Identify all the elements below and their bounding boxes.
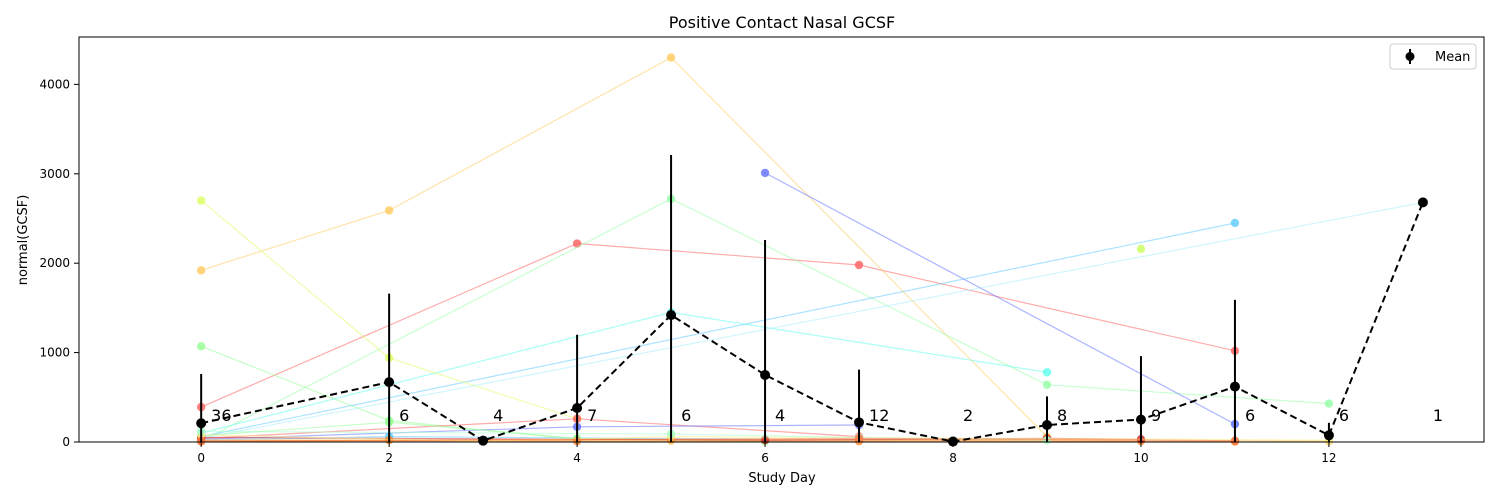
x-tick-label-0: 0 bbox=[197, 451, 205, 465]
count-label-6: 12 bbox=[869, 406, 889, 425]
subject-point-9-0 bbox=[1136, 244, 1146, 254]
subject-point-4-0 bbox=[760, 168, 770, 178]
mean-point-10 bbox=[1229, 381, 1240, 392]
subject-line-6 bbox=[201, 311, 1048, 434]
mean-point-1 bbox=[384, 377, 395, 388]
mean-point-11 bbox=[1323, 430, 1334, 441]
y-tick-label-2000: 2000 bbox=[39, 256, 70, 270]
chart-title: Positive Contact Nasal GCSF bbox=[669, 13, 895, 32]
x-tick-label-10: 10 bbox=[1133, 451, 1148, 465]
x-tick-label-12: 12 bbox=[1321, 451, 1336, 465]
subject-line-0 bbox=[200, 242, 1236, 408]
mean-point-4 bbox=[666, 310, 677, 321]
count-label-4: 6 bbox=[681, 406, 691, 425]
count-label-11: 6 bbox=[1339, 406, 1349, 425]
y-tick-label-0: 0 bbox=[62, 435, 70, 449]
count-labels-group: 36 6 4 7 6 4 12 2 8 9 6 6 1 bbox=[211, 406, 1443, 425]
count-label-0: 36 bbox=[211, 406, 231, 425]
subject-line-4 bbox=[764, 172, 1236, 425]
subject-line-5 bbox=[201, 222, 1236, 438]
subject-point-7-0 bbox=[196, 196, 206, 205]
subject-line-8 bbox=[201, 201, 1424, 439]
subject-line-3 bbox=[200, 198, 1329, 442]
y-tick-label-4000: 4000 bbox=[39, 77, 70, 91]
subject-point-3-2 bbox=[1042, 380, 1052, 389]
count-label-3: 7 bbox=[587, 406, 597, 425]
subject-line-1 bbox=[201, 56, 1048, 438]
subject-point-0-2 bbox=[854, 260, 864, 270]
x-tick-label-2: 2 bbox=[385, 451, 393, 465]
subject-point-5-1 bbox=[1230, 218, 1240, 228]
mean-point-3 bbox=[572, 403, 583, 414]
count-label-5: 4 bbox=[775, 406, 785, 425]
mean-point-0 bbox=[196, 418, 207, 429]
mean-point-9 bbox=[1135, 414, 1146, 425]
subject-point-1-1 bbox=[384, 206, 394, 215]
legend-box bbox=[1389, 43, 1477, 70]
subject-point-6-2 bbox=[1042, 368, 1052, 377]
legend-label-mean: Mean bbox=[1435, 50, 1470, 65]
legend-point-marker bbox=[1405, 52, 1415, 61]
mean-series-group bbox=[196, 155, 1428, 447]
plot-frame bbox=[78, 36, 1485, 443]
subject-point-1-0 bbox=[196, 266, 206, 275]
count-label-8: 8 bbox=[1057, 406, 1067, 425]
y-tick-label-3000: 3000 bbox=[39, 167, 70, 181]
count-label-2: 4 bbox=[493, 406, 503, 425]
subject-series-group bbox=[196, 53, 1428, 446]
x-tick-label-6: 6 bbox=[761, 451, 769, 465]
subject-point-1-2 bbox=[666, 53, 676, 62]
legend: Mean bbox=[1389, 43, 1477, 70]
y-axis-label: normal(GCSF) bbox=[16, 195, 31, 286]
count-label-9: 9 bbox=[1151, 406, 1161, 425]
mean-point-2 bbox=[478, 435, 489, 446]
subject-point-3-3 bbox=[1324, 399, 1334, 408]
x-axis-label: Study Day bbox=[748, 471, 816, 486]
subject-point-0-1 bbox=[572, 239, 582, 248]
x-tick-label-4: 4 bbox=[573, 451, 581, 465]
mean-point-6 bbox=[854, 417, 865, 428]
mean-point-5 bbox=[760, 369, 771, 380]
count-label-7: 2 bbox=[963, 406, 973, 425]
subject-point-2-0 bbox=[196, 342, 206, 351]
mean-point-12 bbox=[1417, 197, 1428, 208]
mean-point-8 bbox=[1041, 420, 1052, 431]
y-tick-label-1000: 1000 bbox=[39, 346, 70, 360]
count-label-12: 1 bbox=[1433, 406, 1443, 425]
x-tick-label-8: 8 bbox=[949, 451, 957, 465]
count-label-10: 6 bbox=[1245, 406, 1255, 425]
count-label-1: 6 bbox=[399, 406, 409, 425]
